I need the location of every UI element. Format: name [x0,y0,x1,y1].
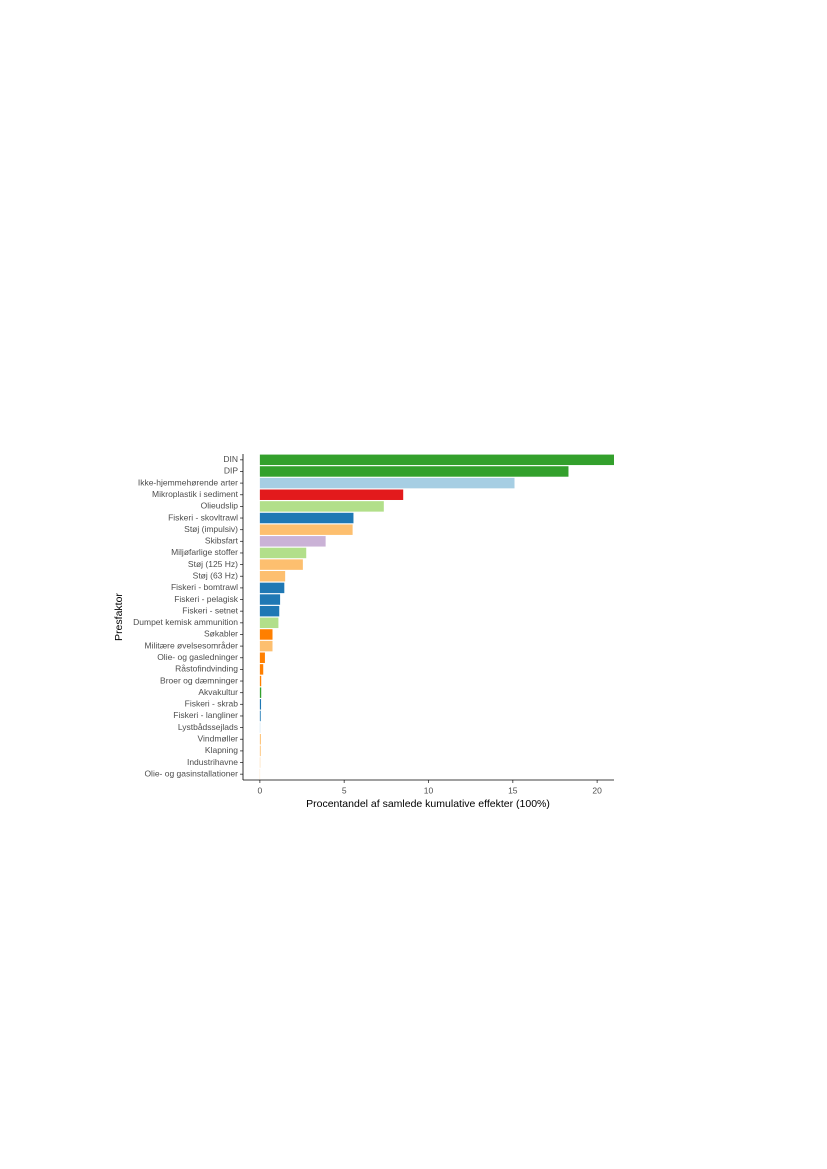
y-tick-label: Fiskeri - skrab [185,699,239,709]
y-tick-label: Olieudslip [201,501,239,511]
bar [259,629,273,640]
x-tick-label: 15 [508,785,518,795]
x-tick-label: 20 [592,785,602,795]
y-tick-label: Vindmøller [198,734,239,744]
y-tick-label: Skibsfart [205,536,239,546]
bar [259,734,261,745]
bar [259,571,286,582]
bar [259,477,515,489]
bar [259,466,569,477]
bar [259,594,281,605]
bar [259,699,262,710]
y-tick-label: Dumpet kemisk ammunition [133,617,238,627]
y-tick-label: DIN [223,454,238,464]
y-tick-label: Lystbådssejlads [178,722,238,732]
bar [259,524,353,535]
x-tick-label: 10 [424,785,434,795]
y-tick-label: Industrihavne [187,757,238,767]
bar [259,652,265,663]
bar [259,675,262,687]
y-tick-label: Støj (63 Hz) [193,571,239,581]
y-tick-label: Mikroplastik i sediment [152,489,239,499]
y-tick-label: Olie- og gasinstallationer [144,768,238,778]
bar [259,454,614,466]
y-tick-label: Støj (impulsiv) [184,524,238,534]
y-tick-label: Støj (125 Hz) [188,559,238,569]
bar [259,489,404,500]
y-tick-label: Fiskeri - langliner [173,710,238,720]
y-tick-label: DIP [224,466,239,476]
bar [259,617,279,629]
bar [259,536,326,547]
y-tick-label: Klapning [205,745,238,755]
y-tick-label: Råstofindvinding [175,664,238,674]
bar [259,501,384,512]
y-tick-label: Militære øvelsesområder [144,640,238,650]
y-tick-label: Ikke-hjemmehørende arter [138,477,238,487]
y-tick-label: Fiskeri - pelagisk [174,594,239,604]
bar [259,664,264,675]
y-axis-title: Presfaktor [113,593,125,641]
bar [259,559,303,570]
bar [259,640,273,652]
x-tick-label: 0 [257,785,262,795]
y-tick-label: Akvakultur [198,687,238,697]
bar [259,605,280,617]
y-tick-label: Broer og dæmninger [160,675,238,685]
bar [259,512,354,524]
y-tick-label: Fiskeri - bomtrawl [171,582,238,592]
bar [259,710,261,722]
y-tick-label: Miljøfarlige stoffer [171,547,238,557]
x-tick-label: 5 [342,785,347,795]
y-tick-label: Olie- og gasledninger [157,652,238,662]
bar [259,582,285,594]
y-tick-label: Fiskeri - setnet [182,605,238,615]
y-tick-label: Fiskeri - skovltrawl [168,512,238,522]
bar [259,687,262,698]
bar [259,547,307,559]
x-axis-title: Procentandel af samlede kumulative effek… [306,798,550,810]
y-tick-label: Søkabler [204,629,238,639]
bar [259,745,261,757]
